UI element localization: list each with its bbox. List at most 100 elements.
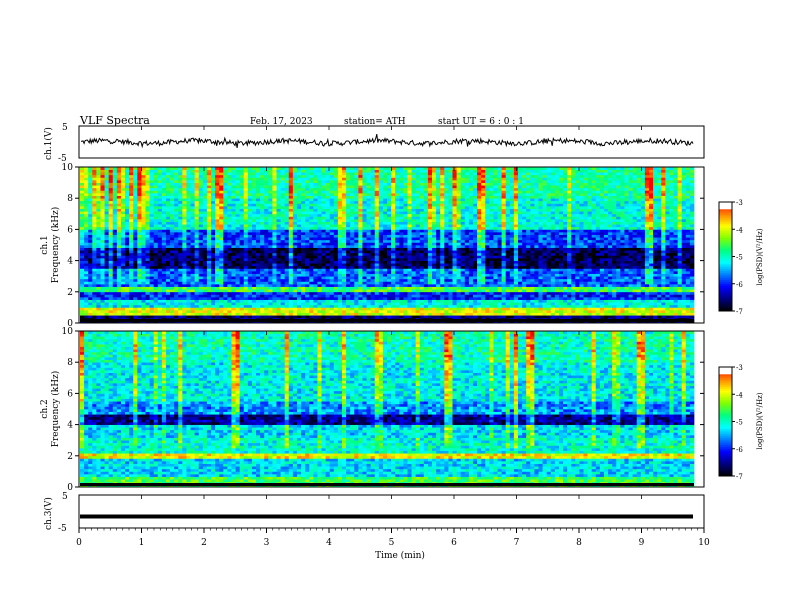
spectrogram-cell [112,250,118,254]
spectrogram-cell [165,281,171,285]
spectrogram-cell [387,310,392,313]
spectrogram-cell [571,273,576,277]
spectrogram-cell [198,252,204,256]
spectrogram-cell [526,276,531,280]
spectrogram-cell [644,278,650,282]
spectrogram-cell [231,252,236,256]
spectrogram-cell [80,273,85,277]
spectrogram-cell [505,289,511,293]
spectrogram-cell [411,278,416,282]
spectrogram-cell [120,284,126,287]
spectrogram-cell [231,265,236,269]
spectrogram-cell [440,286,445,290]
spectrogram-cell [337,307,343,311]
spectrogram-cell [100,289,105,293]
spectrogram-cell [333,271,339,274]
spectrogram-cell [350,291,355,295]
spectrogram-cell [264,239,269,243]
spectrogram-cell [125,265,130,269]
spectrogram-cell [575,307,580,311]
spectrogram-cell [378,265,384,269]
spectrogram-cell [292,245,298,248]
spectrogram-cell [456,278,462,282]
spectrogram-cell [378,276,384,280]
spectrogram-cell [141,304,146,308]
spectrogram-cell [231,260,236,264]
spectrogram-cell [346,294,351,298]
spectrogram-cell [526,304,531,308]
spectrogram-cell [419,260,425,264]
spectrogram-cell [460,281,466,285]
spectrogram-cell [149,299,155,303]
spectrogram-cell [419,302,425,306]
spectrogram-cell [354,260,359,264]
spectrogram-cell [366,273,371,277]
spectrogram-cell [96,268,101,272]
spectrogram-cell [157,237,163,241]
spectrogram-cell [563,302,568,306]
spectrogram-cell [387,263,392,267]
spectrogram-cell [644,268,650,272]
spectrogram-cell [235,291,240,295]
spectrogram-cell [256,242,261,246]
spectrogram-cell [378,299,384,303]
spectrogram-cell [256,302,261,306]
spectrogram-cell [215,281,220,285]
spectrogram-cell [505,278,511,282]
spectrogram-cell [108,291,114,295]
spectrogram-cell [366,315,371,319]
spectrogram-cell [149,284,155,287]
spectrogram-cell [501,255,507,259]
spectrogram-cell [517,255,523,259]
spectrogram-cell [481,294,486,298]
spectrogram-cell [616,307,621,311]
spectrogram-cell [440,307,445,311]
spectrogram-cell [153,276,159,280]
spectrogram-cell [161,307,167,311]
spectrogram-cell [599,271,605,274]
spectrogram-cell [190,302,195,306]
spectrogram-cell [272,310,277,313]
spectrogram-cell [260,307,265,311]
spectrogram-cell [96,263,101,267]
spectrogram-cell [673,250,678,254]
spectrogram-cell [460,237,466,241]
spectrogram-cell [583,268,588,272]
spectrogram-cell [174,304,179,308]
spectrogram-cell [538,250,543,254]
spectrogram-cell [554,312,560,316]
spectrogram-cell [313,315,318,319]
spectrogram-cell [567,247,572,251]
spectrogram-cell [80,234,85,238]
spectrogram-cell [657,302,662,306]
spectrogram-cell [640,263,646,267]
spectrogram-cell [542,304,547,308]
spectrogram-cell [145,304,150,308]
spectrogram-cell [112,273,118,277]
spectrogram-cell [227,247,232,251]
spectrogram-cell [509,297,515,300]
spectrogram-cell [309,281,314,285]
spectrogram-cell [603,237,609,241]
spectrogram-cell [84,271,89,274]
spectrogram-cell [644,284,650,287]
spectrogram-cell [628,312,633,316]
spectrogram-cell [206,294,212,298]
spectrogram-cell [636,281,642,285]
spectrogram-cell [358,284,363,287]
spectrogram-cell [648,289,654,293]
spectrogram-cell [542,310,547,313]
spectrogram-cell [120,258,126,261]
spectrogram-cell [444,245,449,248]
spectrogram-cell [472,258,478,261]
spectrogram-cell [395,312,400,316]
spectrogram-cell [567,273,572,277]
spectrogram-cell [370,281,376,285]
spectrogram-cell [505,276,511,280]
spectrogram-cell [517,304,523,308]
spectrogram-cell [399,268,404,272]
spectrogram-cell [587,242,593,246]
spectrogram-cell [653,273,658,277]
spectrogram-cell [374,263,380,267]
spectrogram-cell [448,250,453,254]
